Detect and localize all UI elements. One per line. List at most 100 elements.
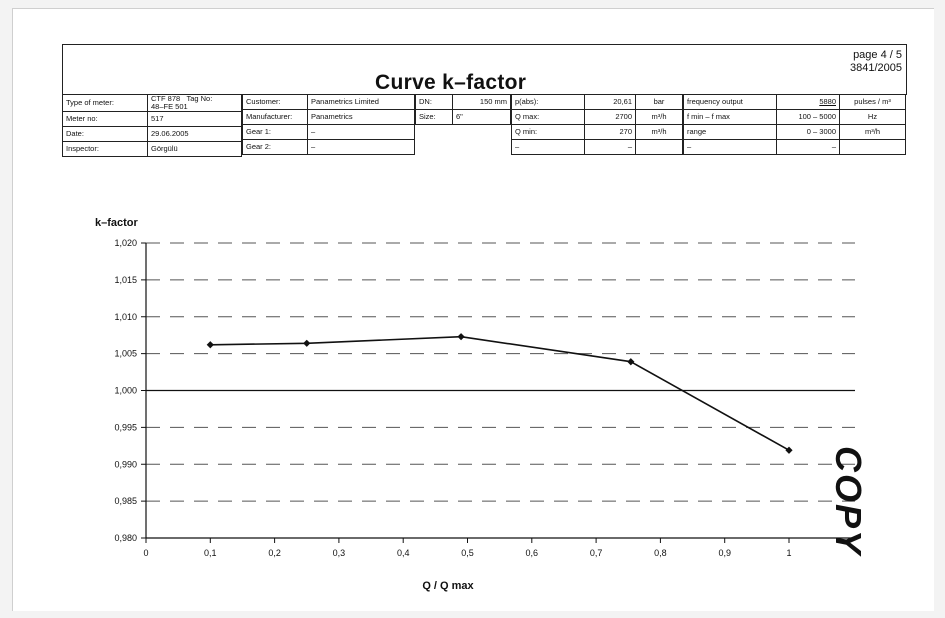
table-cell: Görgülü	[147, 141, 242, 157]
x-tick-label: 0,2	[268, 548, 281, 558]
x-tick-label: 1	[786, 548, 791, 558]
table-cell: –	[776, 139, 840, 155]
table-cell: –	[683, 139, 777, 155]
x-tick-label: 0,1	[204, 548, 217, 558]
table-row: Size: 6"	[415, 109, 511, 125]
frequency-table: frequency output 5880 pulses / m³ f min …	[683, 94, 906, 155]
table-cell: frequency output	[683, 94, 777, 110]
chart-tick-labels: 0,980 0,985 0,990 0,995 1,000 1,005 1,010 1,015…	[114, 238, 791, 558]
x-tick-label: 0,9	[718, 548, 731, 558]
table-cell: 0 – 3000	[776, 124, 840, 140]
table-cell: 29.06.2005	[147, 126, 242, 142]
table-row: Date: 29.06.2005	[62, 126, 242, 142]
x-axis-title: Q / Q max	[422, 580, 474, 592]
table-row: Type of meter: CTF 878 Tag No: 48–FE 501	[62, 94, 242, 112]
table-cell: CTF 878 Tag No: 48–FE 501	[147, 94, 242, 112]
page-info: page 4 / 5 3841/2005	[850, 49, 902, 75]
table-cell: –	[584, 139, 636, 155]
table-cell: Hz	[839, 109, 906, 125]
table-cell: –	[307, 124, 415, 140]
table-cell: m³/h	[635, 109, 683, 125]
table-cell: Inspector:	[62, 141, 148, 157]
y-tick-label: 1,000	[114, 386, 137, 396]
table-cell: pulses / m³	[839, 94, 906, 110]
table-row: Q min: 270 m³/h	[511, 124, 683, 140]
data-point	[303, 339, 311, 347]
tag-value: 48–FE 501	[151, 102, 188, 111]
table-cell: 5880	[776, 94, 840, 110]
table-row: Manufacturer: Panametrics	[242, 109, 415, 125]
data-point	[785, 446, 793, 454]
chart-axes	[141, 242, 855, 543]
table-cell	[635, 139, 683, 155]
y-axis-title: k–factor	[95, 217, 139, 229]
x-tick-label: 0,7	[590, 548, 603, 558]
y-tick-label: 1,020	[114, 238, 137, 248]
table-cell: DN:	[415, 94, 453, 110]
y-tick-label: 0,995	[114, 422, 137, 432]
table-cell: Manufacturer:	[242, 109, 308, 125]
table-cell: bar	[635, 94, 683, 110]
y-tick-label: 0,990	[114, 459, 137, 469]
x-tick-label: 0	[143, 548, 148, 558]
table-row: p(abs): 20,61 bar	[511, 94, 683, 110]
table-cell: Meter no:	[62, 111, 148, 127]
table-cell: 517	[147, 111, 242, 127]
y-tick-label: 1,015	[114, 275, 137, 285]
table-row: Gear 1: –	[242, 124, 415, 140]
y-tick-label: 1,005	[114, 349, 137, 359]
table-cell: Gear 1:	[242, 124, 308, 140]
table-cell: –	[307, 139, 415, 155]
title-bar: Curve k–factor page 4 / 5 3841/2005	[62, 44, 907, 95]
data-point	[206, 341, 214, 349]
table-row: Gear 2: –	[242, 139, 415, 155]
table-cell: Panametrics Limited	[307, 94, 415, 110]
chart-grid	[146, 242, 855, 502]
tag-label: Tag No:	[186, 94, 213, 103]
copy-stamp: COPY	[828, 446, 866, 557]
x-tick-label: 0,5	[461, 548, 474, 558]
table-cell: p(abs):	[511, 94, 585, 110]
table-row: DN: 150 mm	[415, 94, 511, 110]
customer-table: Customer: Panametrics Limited Manufactur…	[242, 94, 415, 155]
table-cell: Date:	[62, 126, 148, 142]
table-row: Inspector: Görgülü	[62, 141, 242, 157]
table-cell: Q min:	[511, 124, 585, 140]
table-cell: Type of meter:	[62, 94, 148, 112]
table-cell: Size:	[415, 109, 453, 125]
report-title: Curve k–factor	[375, 71, 527, 94]
table-cell: 270	[584, 124, 636, 140]
data-point	[457, 333, 465, 341]
table-cell: Gear 2:	[242, 139, 308, 155]
table-row: range 0 – 3000 m³/h	[683, 124, 906, 140]
meter-type: CTF 878	[151, 94, 181, 103]
flow-table: p(abs): 20,61 bar Q max: 2700 m³/h Q min…	[511, 94, 683, 155]
table-cell: 2700	[584, 109, 636, 125]
y-tick-label: 0,980	[114, 533, 137, 543]
table-row: – –	[511, 139, 683, 155]
table-cell: 100 – 5000	[776, 109, 840, 125]
y-tick-label: 1,010	[114, 312, 137, 322]
table-cell: m³/h	[839, 124, 906, 140]
report-header: Curve k–factor page 4 / 5 3841/2005 Type…	[62, 44, 907, 172]
chart-series	[206, 333, 793, 454]
table-cell: –	[511, 139, 585, 155]
table-cell: 150 mm	[452, 94, 511, 110]
data-point	[627, 358, 635, 366]
table-row: Q max: 2700 m³/h	[511, 109, 683, 125]
meter-table: Type of meter: CTF 878 Tag No: 48–FE 501…	[62, 94, 242, 157]
table-cell: range	[683, 124, 777, 140]
table-cell: m³/h	[635, 124, 683, 140]
table-cell: Customer:	[242, 94, 308, 110]
table-cell: Panametrics	[307, 109, 415, 125]
table-cell: 20,61	[584, 94, 636, 110]
table-cell	[839, 139, 906, 155]
x-tick-label: 0,8	[654, 548, 667, 558]
x-tick-label: 0,3	[333, 548, 346, 558]
table-row: f min – f max 100 – 5000 Hz	[683, 109, 906, 125]
report-reference: 3841/2005	[850, 62, 902, 74]
x-tick-label: 0,4	[397, 548, 410, 558]
table-row: Meter no: 517	[62, 111, 242, 127]
table-row: – –	[683, 139, 906, 155]
table-cell: 6"	[452, 109, 511, 125]
